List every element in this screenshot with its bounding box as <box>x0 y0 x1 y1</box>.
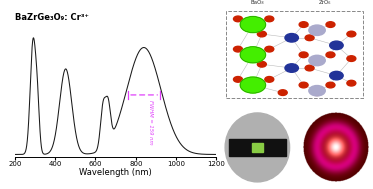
Circle shape <box>347 56 356 61</box>
Text: BaO₈: BaO₈ <box>251 0 264 5</box>
FancyBboxPatch shape <box>229 139 286 156</box>
Circle shape <box>299 52 308 58</box>
Circle shape <box>326 22 335 27</box>
Circle shape <box>313 90 322 95</box>
Circle shape <box>305 65 314 71</box>
Circle shape <box>240 77 266 93</box>
Circle shape <box>233 16 242 22</box>
Text: BaZrGe₃O₉: Cr³⁺: BaZrGe₃O₉: Cr³⁺ <box>15 13 89 22</box>
Circle shape <box>257 31 266 37</box>
Circle shape <box>326 52 335 58</box>
Circle shape <box>304 113 368 182</box>
Circle shape <box>309 55 325 66</box>
Circle shape <box>305 35 314 41</box>
Text: FWHM = 159 nm: FWHM = 159 nm <box>148 100 153 144</box>
Circle shape <box>299 22 308 27</box>
FancyBboxPatch shape <box>226 11 363 98</box>
Circle shape <box>265 16 274 22</box>
Circle shape <box>233 46 242 52</box>
Text: ZrO₆: ZrO₆ <box>318 0 331 5</box>
Circle shape <box>326 82 335 88</box>
Circle shape <box>330 41 343 50</box>
Circle shape <box>265 46 274 52</box>
Circle shape <box>285 64 298 72</box>
Circle shape <box>299 82 308 88</box>
Circle shape <box>347 31 356 37</box>
Circle shape <box>285 34 298 42</box>
Circle shape <box>225 113 289 182</box>
X-axis label: Wavelength (nm): Wavelength (nm) <box>79 168 152 177</box>
Circle shape <box>309 25 325 36</box>
Circle shape <box>240 47 266 63</box>
Circle shape <box>265 77 274 82</box>
Circle shape <box>240 17 266 33</box>
Circle shape <box>330 71 343 80</box>
FancyBboxPatch shape <box>252 143 263 152</box>
Circle shape <box>233 77 242 82</box>
Circle shape <box>278 90 287 95</box>
Circle shape <box>309 85 325 96</box>
Circle shape <box>347 80 356 86</box>
Circle shape <box>257 61 266 67</box>
